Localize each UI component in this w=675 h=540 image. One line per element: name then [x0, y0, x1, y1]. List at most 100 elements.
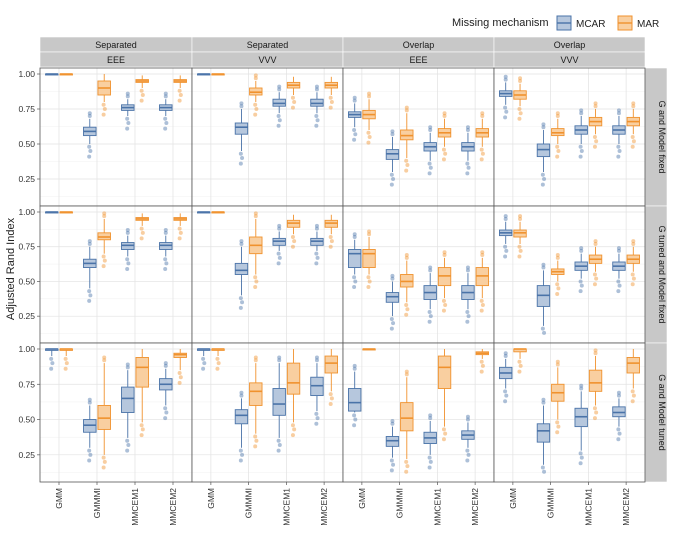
box-mar-mmcem2	[626, 239, 640, 287]
outlier-point	[290, 95, 295, 100]
outlier-point	[353, 417, 358, 422]
outlier-point	[139, 226, 144, 231]
box-mar-gmmmi	[400, 369, 414, 474]
outlier-point	[518, 111, 523, 116]
outlier-point	[139, 88, 144, 93]
outlier-point	[102, 214, 107, 219]
panel-r2-c2	[191, 205, 344, 344]
box-mar-mmcem1	[135, 213, 149, 241]
outlier-point	[616, 289, 621, 294]
outlier-point	[352, 363, 357, 368]
box-mar-mmcem2	[626, 101, 640, 149]
outlier-point	[314, 87, 319, 92]
panel-background	[192, 206, 343, 343]
outlier-point	[466, 165, 471, 170]
outlier-point	[292, 100, 297, 104]
outlier-point	[465, 161, 470, 166]
outlier-point	[555, 253, 560, 258]
outlier-point	[314, 261, 319, 266]
col-strip-bottom-bg	[493, 51, 646, 68]
box-mar-mmcem1	[437, 349, 452, 442]
outlier-point	[202, 361, 207, 366]
box-mar-gmmmi	[400, 253, 414, 317]
box-mar-mmcem1	[135, 349, 149, 438]
box-mcar-gmmmi	[385, 418, 400, 473]
box-mar-gmm	[362, 348, 376, 351]
outlier-point	[88, 452, 93, 457]
outlier-point	[592, 135, 597, 139]
outlier-point	[125, 94, 130, 99]
x-axis: GMM GMMMI MMCEM1 MMCEM2 GMM GMMMI MMCEM1 MMCEM2…	[54, 482, 631, 526]
outlier-point	[253, 76, 258, 81]
outlier-point	[352, 98, 357, 103]
outlier-point	[404, 459, 409, 464]
box-mar-mmcem2	[475, 250, 489, 313]
outlier-point	[480, 114, 485, 118]
outlier-point	[465, 458, 470, 463]
outlier-point	[253, 358, 258, 363]
outlier-point	[238, 305, 243, 310]
outlier-point	[87, 111, 92, 116]
outlier-point	[238, 448, 243, 453]
box-mcar-mmcem1	[423, 125, 437, 176]
panel-border	[493, 342, 646, 483]
outlier-point	[480, 250, 485, 255]
outlier-point	[479, 359, 484, 364]
outlier-point	[479, 308, 484, 313]
box-mcar-gmmmi	[83, 239, 97, 303]
x-tick-label: MMCEM2	[168, 488, 178, 526]
box-mar-mmcem1	[135, 75, 149, 103]
x-tick-label: GMM	[508, 488, 518, 509]
outlier-point	[139, 423, 144, 428]
outlier-point	[540, 172, 545, 177]
outlier-point	[579, 111, 584, 116]
box-iqr	[324, 355, 338, 374]
outlier-point	[503, 389, 508, 394]
x-tick-label: MMCEM2	[319, 488, 329, 526]
y-tick-label: 1.00	[18, 207, 35, 217]
outlier-point	[125, 228, 130, 233]
box-mar-mmcem2	[324, 349, 338, 407]
box-mcar-mmcem2	[612, 246, 626, 294]
box-mcar-mmcem1	[272, 84, 286, 128]
outlier-point	[631, 393, 636, 398]
box-mar-gmm	[59, 348, 73, 371]
outlier-point	[88, 149, 93, 153]
outlier-point	[314, 358, 319, 363]
outlier-point	[178, 375, 183, 380]
outlier-point	[101, 465, 106, 470]
outlier-point	[352, 128, 357, 132]
outlier-point	[101, 102, 106, 107]
panel-r1-c2	[191, 67, 344, 207]
box-mcar-gmmmi	[385, 273, 400, 331]
outlier-point	[240, 300, 245, 305]
outlier-point	[139, 236, 144, 241]
panel-r2-c4	[493, 205, 646, 344]
outlier-point	[427, 455, 432, 460]
row-strip-label: G tuned and Model fixed	[657, 225, 667, 323]
outlier-point	[631, 139, 636, 144]
outlier-point	[292, 239, 297, 244]
box-mar-gmm	[513, 348, 527, 374]
outlier-point	[290, 423, 295, 428]
outlier-point	[517, 369, 522, 374]
outlier-point	[253, 102, 258, 107]
box-iqr	[437, 355, 452, 389]
box-mcar-gmmmi	[83, 111, 97, 159]
outlier-point	[352, 275, 357, 280]
outlier-point	[555, 114, 560, 118]
outlier-point	[479, 157, 484, 162]
outlier-point	[177, 88, 182, 93]
outlier-point	[87, 448, 92, 453]
outlier-point	[178, 230, 183, 235]
box-mar-gmmmi	[400, 105, 414, 173]
outlier-point	[87, 241, 92, 246]
outlier-point	[555, 359, 560, 364]
outlier-point	[352, 232, 357, 237]
outlier-point	[253, 285, 258, 289]
outlier-point	[404, 105, 409, 110]
outlier-point	[126, 261, 131, 266]
outlier-point	[277, 226, 282, 231]
col-strip-top-label: Separated	[95, 40, 137, 50]
outlier-point	[163, 416, 168, 421]
